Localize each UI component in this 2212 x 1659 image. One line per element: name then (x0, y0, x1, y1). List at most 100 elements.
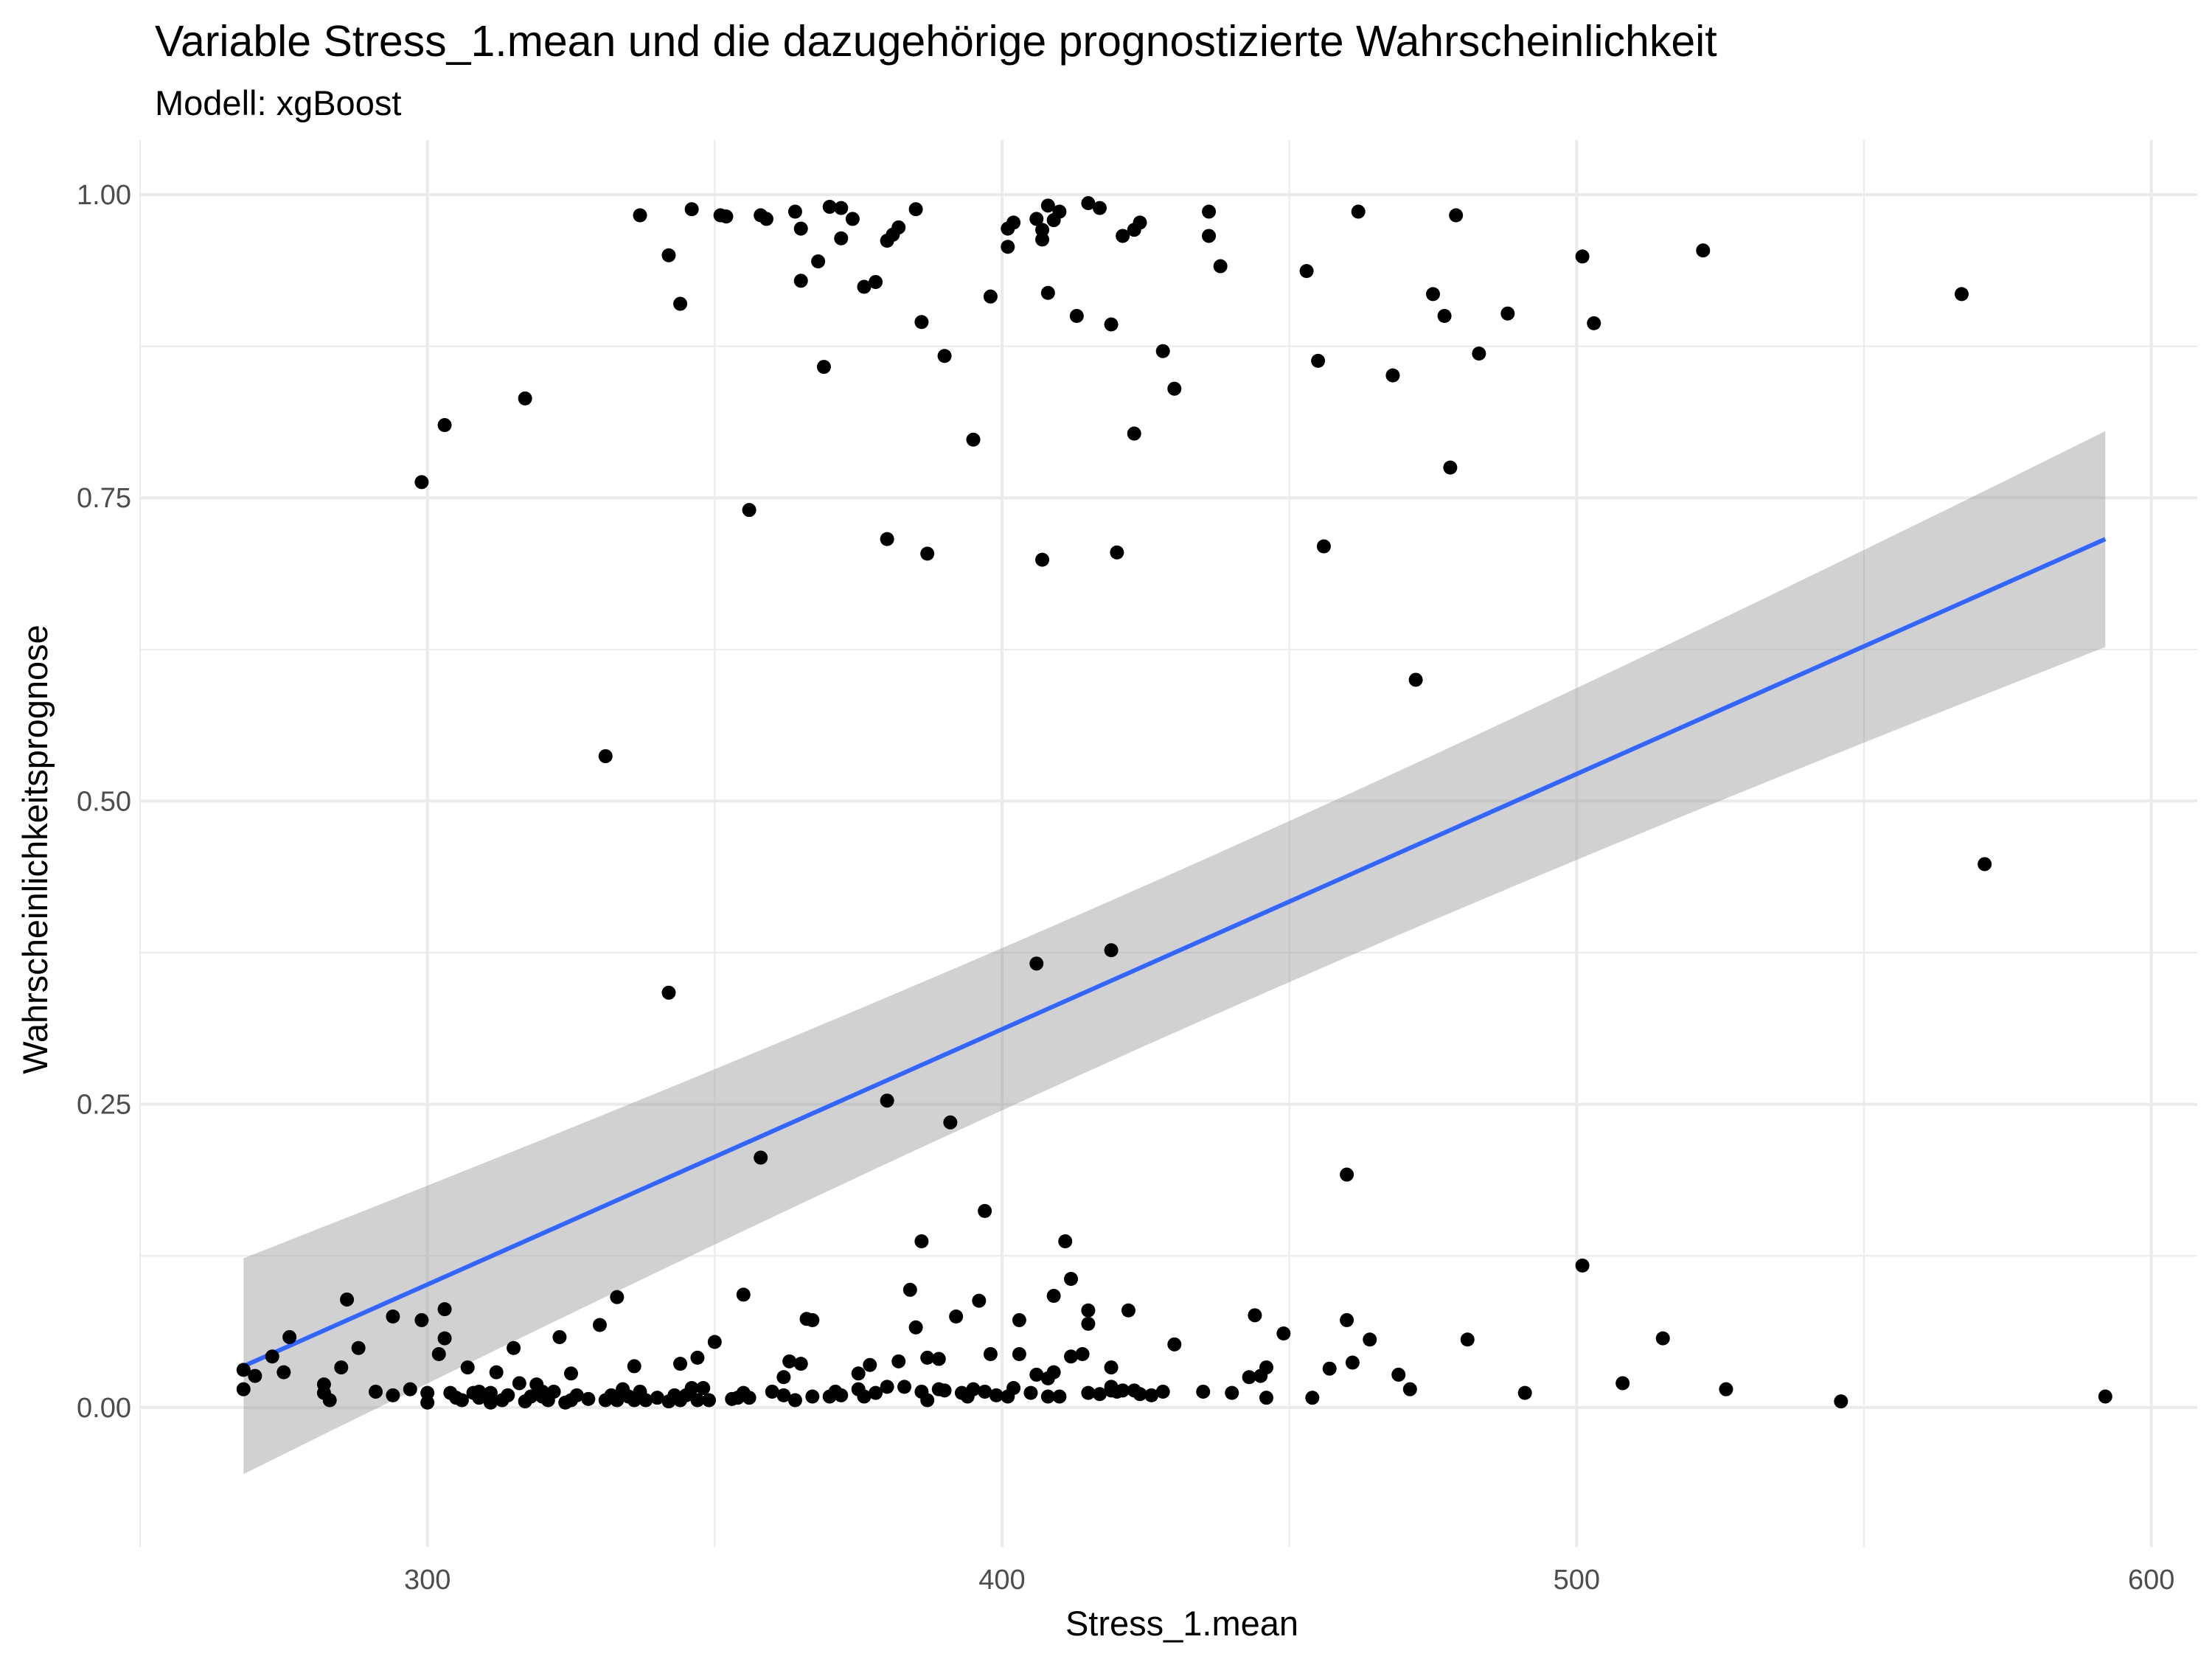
data-point (1052, 1389, 1067, 1404)
data-point (1006, 1381, 1021, 1396)
data-point (1225, 1385, 1239, 1400)
data-point (978, 1384, 992, 1399)
data-point (1081, 1303, 1096, 1318)
data-point (248, 1368, 262, 1383)
data-point (569, 1388, 584, 1402)
data-point (891, 220, 906, 234)
data-point (880, 1380, 894, 1394)
data-point (437, 418, 452, 433)
data-point (1040, 198, 1055, 213)
data-point (805, 1389, 820, 1404)
data-point (966, 432, 981, 447)
data-point (902, 1282, 917, 1297)
data-point (1155, 344, 1170, 358)
data-point (420, 1385, 435, 1400)
data-point (1167, 381, 1182, 396)
data-point (949, 1309, 964, 1324)
data-point (1202, 204, 1217, 219)
data-point (690, 1350, 705, 1365)
data-point (793, 221, 808, 236)
data-point (914, 1234, 929, 1249)
data-point (1276, 1326, 1291, 1341)
data-point (1202, 229, 1217, 243)
data-point (610, 1290, 625, 1304)
data-point (1001, 240, 1015, 254)
data-point (386, 1388, 400, 1402)
data-point (1719, 1382, 1733, 1397)
data-point (834, 1388, 849, 1402)
data-point (627, 1359, 641, 1374)
data-point (1517, 1385, 1532, 1400)
data-point (414, 1312, 429, 1327)
regression-line (243, 537, 2107, 1368)
data-point (340, 1292, 355, 1307)
data-point (1040, 285, 1055, 300)
y-tick-label: 0.25 (77, 1090, 131, 1121)
data-point (978, 1203, 992, 1218)
data-point (891, 1354, 906, 1368)
data-point (1316, 539, 1331, 554)
data-point (1615, 1376, 1630, 1391)
data-point (759, 212, 773, 226)
data-point (1046, 1365, 1061, 1380)
data-point (1144, 1388, 1159, 1402)
data-point (1443, 460, 1458, 475)
data-point (563, 1366, 578, 1381)
data-point (483, 1385, 498, 1400)
data-point (983, 1346, 998, 1361)
data-point (1311, 353, 1326, 368)
data-point (518, 391, 532, 406)
data-point (1046, 1289, 1061, 1304)
data-point (501, 1388, 515, 1402)
x-tick-label: 400 (978, 1565, 1025, 1596)
data-point (276, 1365, 291, 1380)
data-point (1345, 1355, 1360, 1370)
data-point (236, 1363, 251, 1377)
data-point (799, 1312, 814, 1326)
data-point (920, 1350, 935, 1365)
data-point (1242, 1370, 1256, 1385)
data-point (931, 1352, 946, 1366)
data-point (684, 202, 699, 217)
data-point (420, 1395, 435, 1410)
data-point (1167, 1337, 1182, 1352)
data-point (1259, 1360, 1273, 1375)
data-points (236, 196, 2112, 1410)
data-point (897, 1380, 912, 1394)
data-point (816, 360, 831, 375)
data-point (1351, 204, 1366, 219)
regression-line-layer (243, 537, 2107, 1368)
data-point (673, 1357, 688, 1371)
data-point (1029, 956, 1044, 971)
data-point (1978, 857, 1992, 872)
data-point (483, 1395, 498, 1410)
data-point (1587, 316, 1601, 330)
data-point (403, 1382, 417, 1397)
data-point (684, 1381, 699, 1396)
data-point (787, 1393, 802, 1408)
data-point (512, 1376, 526, 1391)
data-point (920, 1393, 935, 1408)
data-point (351, 1340, 366, 1355)
data-point (673, 296, 688, 311)
data-point (460, 1360, 475, 1375)
data-point (1081, 1385, 1096, 1400)
data-point (822, 199, 837, 214)
data-point (431, 1346, 446, 1361)
data-point (776, 1388, 791, 1402)
data-point (236, 1382, 251, 1397)
data-point (914, 315, 929, 330)
data-point (989, 1388, 1004, 1402)
data-point (1029, 212, 1044, 226)
data-point (1425, 287, 1440, 302)
data-point (592, 1318, 607, 1332)
x-tick-label: 600 (2128, 1565, 2174, 1596)
data-point (1081, 1316, 1096, 1331)
data-point (1064, 1349, 1079, 1364)
data-point (1500, 306, 1515, 321)
data-point (1213, 259, 1228, 274)
data-point (610, 1393, 625, 1408)
y-tick-label: 0.00 (77, 1393, 131, 1424)
data-point (1437, 309, 1452, 323)
